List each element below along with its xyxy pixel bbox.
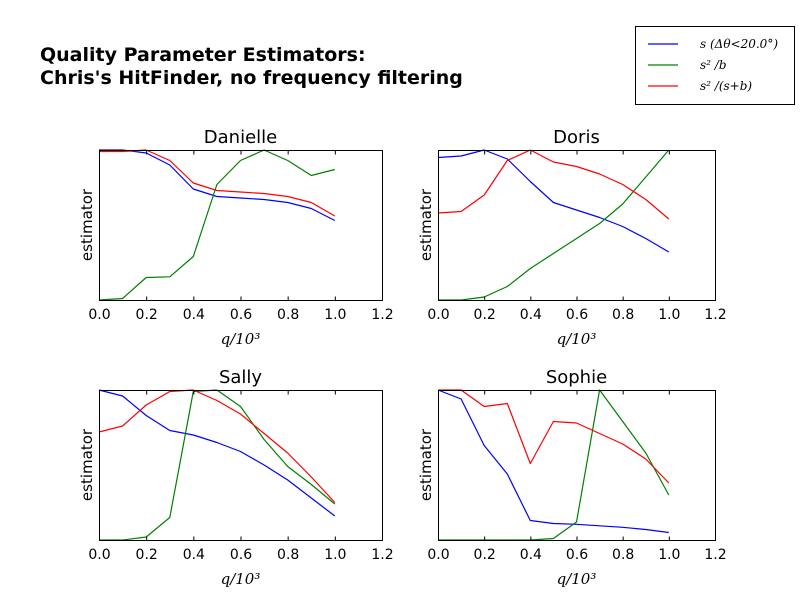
figure-title: Quality Parameter Estimators: Chris's Hi… xyxy=(40,44,463,90)
subplot-danielle: 0.0 0.2 0.4 0.6 0.8 1.0 1.2 Danielle estimator q/… xyxy=(78,127,394,348)
series-line-s2sb-sally xyxy=(98,389,336,503)
plot-area xyxy=(99,390,383,541)
series-line-s-sophie xyxy=(437,389,669,534)
x-axis-label: q/10³ xyxy=(221,330,261,348)
x-tick-label: 1.0 xyxy=(324,307,346,323)
legend-label-s2b: s² /b xyxy=(700,58,727,72)
x-tick-label: 0.0 xyxy=(427,547,449,563)
series-line-s2sb-sophie xyxy=(438,389,670,484)
x-tick-label: 1.2 xyxy=(704,547,726,563)
series-line-s-danielle xyxy=(99,149,336,222)
figure-title-line-2: Chris's HitFinder, no frequency filterin… xyxy=(40,67,463,89)
x-tick-label: 0.8 xyxy=(612,307,634,323)
series-line-s-sally xyxy=(98,389,336,517)
plot-area xyxy=(438,390,716,541)
legend-label-s2sb: s² /(s+b) xyxy=(700,79,752,93)
legend: s (Δθ<20.0°) s² /b s² /(s+b) xyxy=(635,26,795,105)
x-axis-label: q/10³ xyxy=(557,330,597,348)
series-line-s2b-doris xyxy=(438,149,670,301)
x-tick-label: 1.2 xyxy=(371,307,393,323)
x-tick-label: 1.0 xyxy=(658,307,680,323)
x-tick-label: 0.2 xyxy=(474,547,496,563)
x-tick-label: 0.4 xyxy=(183,307,205,323)
x-tick-label: 1.0 xyxy=(324,547,346,563)
subplot-sophie: 0.0 0.2 0.4 0.6 0.8 1.0 1.2 Sophie estimator q/10… xyxy=(417,367,727,588)
y-axis-label: estimator xyxy=(78,428,96,501)
series-line-s2sb-doris xyxy=(437,149,670,220)
x-tick-label: 0.8 xyxy=(612,547,634,563)
x-tick-label: 0.6 xyxy=(230,547,252,563)
x-tick-label: 0.8 xyxy=(277,547,299,563)
x-tick-label: 0.2 xyxy=(136,307,158,323)
series-line-s2b-danielle xyxy=(98,149,335,301)
x-tick-label: 0.6 xyxy=(566,307,588,323)
subplot-title: Sophie xyxy=(546,367,607,388)
subplot-title: Sally xyxy=(219,367,262,388)
x-tick-label: 0.4 xyxy=(520,307,542,323)
x-tick-label: 0.6 xyxy=(230,307,252,323)
x-axis-label: q/10³ xyxy=(221,570,261,588)
series-line-s-doris xyxy=(437,149,670,253)
y-axis-label: estimator xyxy=(417,428,435,501)
subplot-doris: 0.0 0.2 0.4 0.6 0.8 1.0 1.2 Doris estimator q/10³ xyxy=(417,127,727,348)
subplot-title: Danielle xyxy=(204,127,277,148)
plot-area xyxy=(99,150,383,301)
plot-area xyxy=(438,150,716,301)
x-tick-label: 0.4 xyxy=(520,547,542,563)
x-tick-label: 0.4 xyxy=(183,547,205,563)
subplot-sally: 0.0 0.2 0.4 0.6 0.8 1.0 1.2 Sally estimator q/10³ xyxy=(78,367,394,588)
x-tick-label: 0.0 xyxy=(88,307,110,323)
x-tick-label: 0.8 xyxy=(277,307,299,323)
x-tick-label: 1.0 xyxy=(658,547,680,563)
y-axis-label: estimator xyxy=(78,188,96,261)
x-tick-label: 1.2 xyxy=(371,547,393,563)
x-tick-label: 0.6 xyxy=(566,547,588,563)
x-axis-label: q/10³ xyxy=(557,570,597,588)
figure-title-line-1: Quality Parameter Estimators: xyxy=(40,44,366,66)
x-tick-label: 0.2 xyxy=(136,547,158,563)
y-axis-label: estimator xyxy=(417,188,435,261)
x-tick-label: 0.2 xyxy=(474,307,496,323)
x-tick-label: 1.2 xyxy=(704,307,726,323)
x-tick-label: 0.0 xyxy=(427,307,449,323)
x-tick-label: 0.0 xyxy=(88,547,110,563)
subplot-title: Doris xyxy=(553,127,600,148)
legend-label-s: s (Δθ<20.0°) xyxy=(700,37,778,51)
